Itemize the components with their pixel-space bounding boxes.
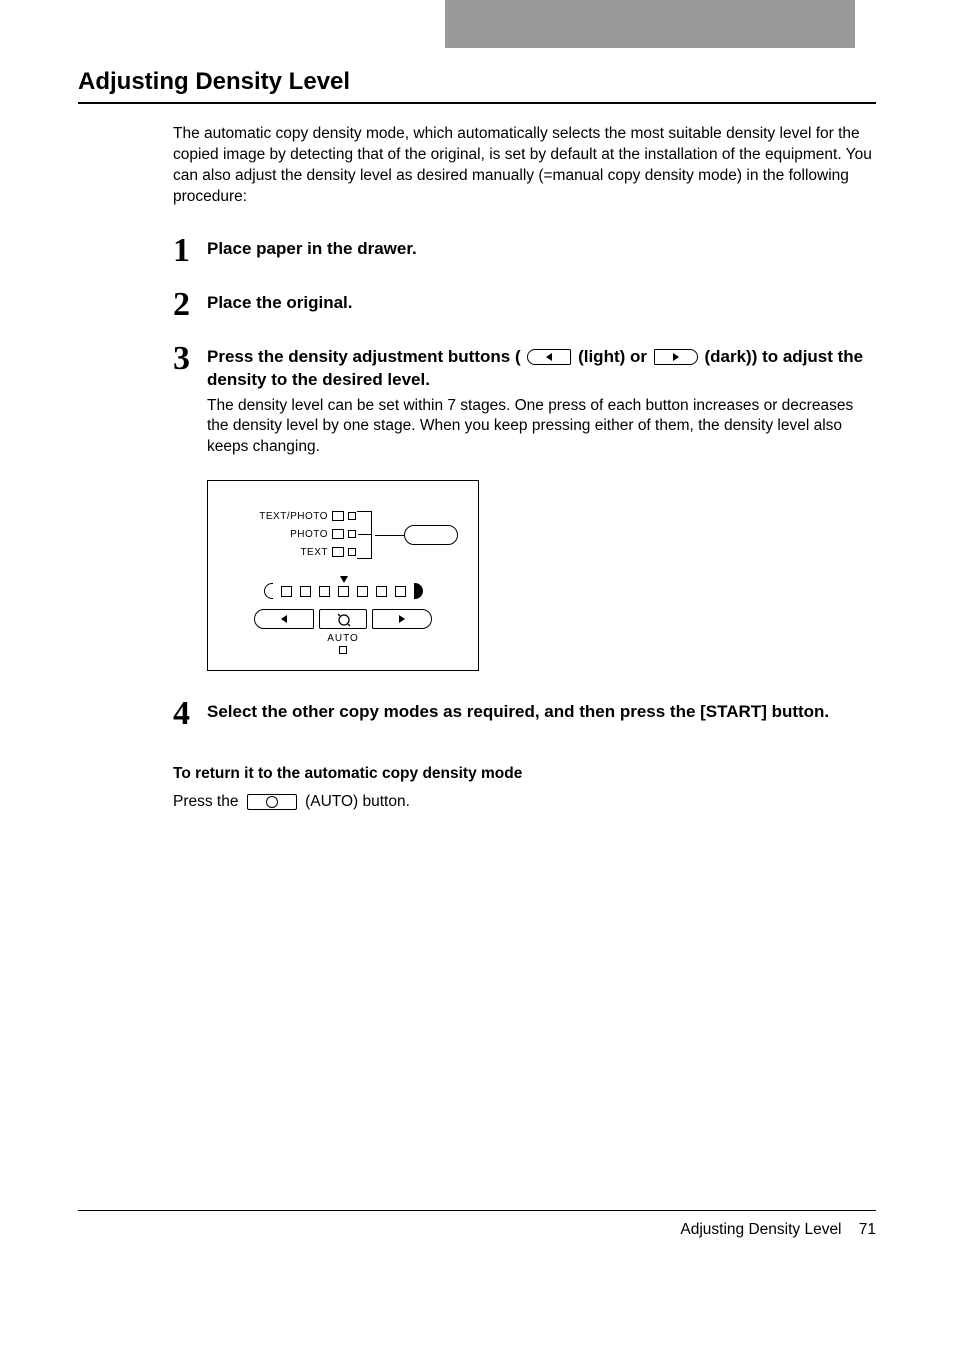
- auto-indicator: [339, 646, 347, 654]
- light-end-icon: [264, 583, 273, 599]
- density-stage: [300, 586, 311, 597]
- mode-indicator: [348, 512, 356, 520]
- page-content: Adjusting Density Level The automatic co…: [0, 48, 954, 811]
- section-title: Adjusting Density Level: [78, 68, 876, 104]
- step-title: Place the original.: [207, 292, 876, 315]
- step3-text-b: (light) or: [578, 347, 652, 366]
- mode-indicator: [348, 530, 356, 538]
- footer-page-number: 71: [859, 1221, 876, 1238]
- connector-mid: [358, 534, 372, 535]
- mode-select-button: [404, 525, 458, 545]
- step-title: Select the other copy modes as required,…: [207, 701, 876, 724]
- step-4: 4 Select the other copy modes as require…: [173, 699, 876, 731]
- auto-button-icon: [247, 794, 297, 810]
- step-number: 4: [173, 697, 207, 731]
- step-2: 2 Place the original.: [173, 290, 876, 322]
- auto-glyph-icon: [320, 610, 368, 630]
- density-stage: [376, 586, 387, 597]
- step-number: 1: [173, 234, 207, 268]
- density-scale: [222, 583, 464, 599]
- dark-button-icon: [654, 349, 698, 365]
- mode-row-text: TEXT: [222, 543, 464, 561]
- step-1: 1 Place paper in the drawer.: [173, 236, 876, 268]
- density-stage-center: [338, 586, 349, 597]
- header-tab-gray: [445, 0, 855, 48]
- panel-button-row: [222, 609, 464, 629]
- panel-light-button: [254, 609, 314, 629]
- mode-label: TEXT: [300, 547, 328, 558]
- dark-end-icon: [414, 583, 423, 599]
- connector-bracket: [358, 511, 372, 559]
- page-footer: Adjusting Density Level 71: [78, 1210, 876, 1239]
- step-description: The density level can be set within 7 st…: [207, 396, 876, 459]
- footer-label: Adjusting Density Level: [680, 1221, 841, 1238]
- mode-row-textphoto: TEXT/PHOTO: [222, 507, 464, 525]
- return-heading: To return it to the automatic copy densi…: [173, 765, 876, 783]
- step-title: Place paper in the drawer.: [207, 238, 876, 261]
- panel-auto-button: [319, 609, 367, 629]
- density-stage: [357, 586, 368, 597]
- density-stage: [319, 586, 330, 597]
- step-title: Press the density adjustment buttons ( (…: [207, 346, 876, 392]
- intro-paragraph: The automatic copy density mode, which a…: [173, 124, 876, 208]
- return-text-a: Press the: [173, 793, 243, 810]
- return-text: Press the (AUTO) button.: [173, 793, 876, 811]
- mode-label: PHOTO: [290, 529, 328, 540]
- density-panel-diagram: TEXT/PHOTO PHOTO TEXT: [207, 480, 479, 671]
- step-3: 3 Press the density adjustment buttons (…: [173, 344, 876, 459]
- auto-label: AUTO: [222, 633, 464, 644]
- doc-icon: [332, 511, 344, 521]
- density-stage: [281, 586, 292, 597]
- density-stage: [395, 586, 406, 597]
- doc-icon: [332, 547, 344, 557]
- panel-dark-button: [372, 609, 432, 629]
- step-number: 3: [173, 342, 207, 376]
- step-number: 2: [173, 288, 207, 322]
- light-button-icon: [527, 349, 571, 365]
- doc-icon: [332, 529, 344, 539]
- return-text-b: (AUTO) button.: [305, 793, 410, 810]
- mode-label: TEXT/PHOTO: [259, 511, 328, 522]
- header-bar: [0, 0, 954, 48]
- mode-indicator: [348, 548, 356, 556]
- step3-text-a: Press the density adjustment buttons (: [207, 347, 521, 366]
